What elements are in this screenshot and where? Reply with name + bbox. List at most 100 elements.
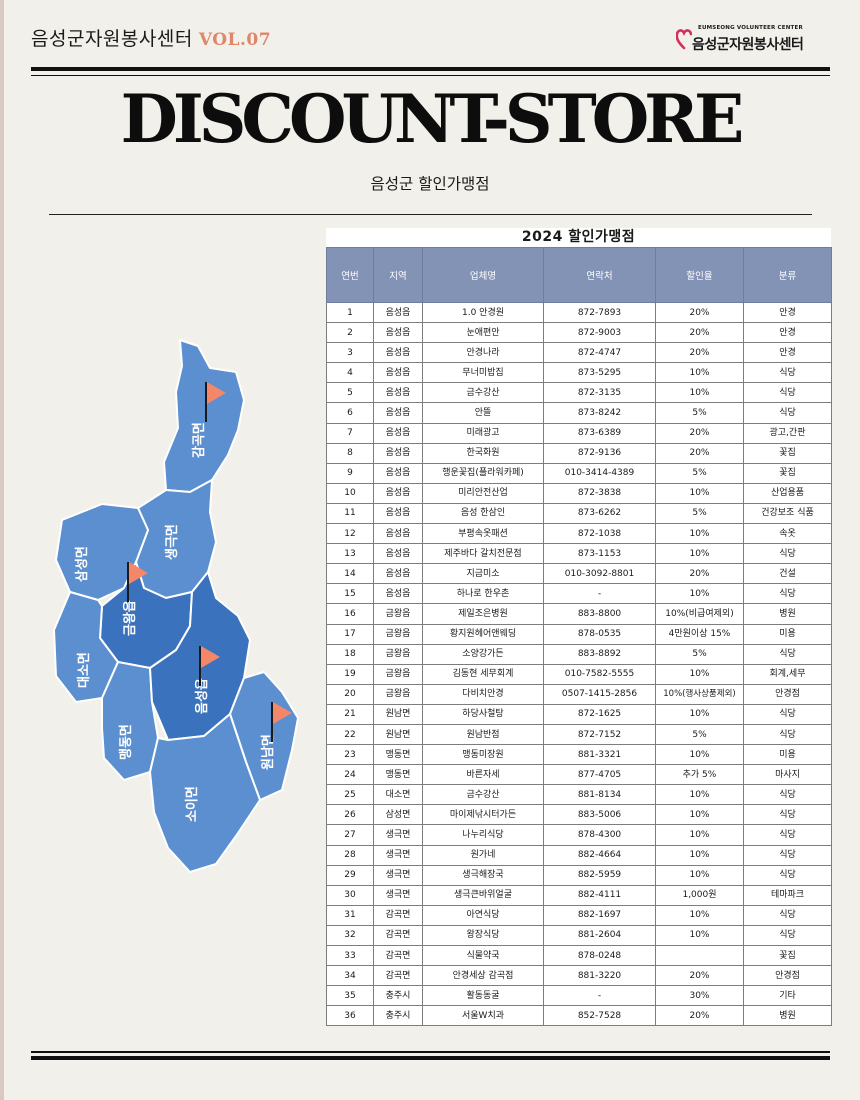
cell-contact: 881-8134 xyxy=(543,784,656,806)
cell-category: 안경점 xyxy=(743,683,832,705)
cell-region: 음성읍 xyxy=(373,362,423,384)
cell-region: 금왕읍 xyxy=(373,643,423,665)
table-row: 11 음성읍 음성 한삼인 873-6262 5% 건강보조 식품 xyxy=(326,502,832,525)
cell-category: 식당 xyxy=(743,824,832,846)
cell-region: 음성읍 xyxy=(373,502,423,525)
table-row: 30 생극면 생극큰바위얼굴 882-4111 1,000원 테마파크 xyxy=(326,884,832,906)
cell-no: 33 xyxy=(326,944,374,967)
cell-no: 34 xyxy=(326,965,374,987)
cell-contact: 873-5295 xyxy=(543,362,656,384)
cell-store: 금수강산 xyxy=(422,382,544,404)
cell-discount: 10% xyxy=(655,703,744,725)
cell-discount: 10% xyxy=(655,804,744,826)
table-row: 18 금왕읍 소양강가든 883-8892 5% 식당 xyxy=(326,643,832,665)
cell-no: 4 xyxy=(326,362,374,384)
page-title: DISCOUNT-STORE xyxy=(120,80,745,158)
cell-no: 21 xyxy=(326,703,374,725)
cell-category: 식당 xyxy=(743,723,832,746)
cell-contact: 010-3092-8801 xyxy=(543,563,656,585)
cell-discount: 10% xyxy=(655,924,744,947)
cell-store: 황지원헤어앤웨딩 xyxy=(422,623,544,645)
table-row: 19 금왕읍 김동현 세무회계 010-7582-5555 10% 회계,세무 xyxy=(326,663,832,685)
cell-contact: 878-0535 xyxy=(543,623,656,645)
cell-region: 삼성면 xyxy=(373,804,423,826)
cell-region: 음성읍 xyxy=(373,462,423,484)
cell-category: 광고,간판 xyxy=(743,422,832,444)
cell-region: 음성읍 xyxy=(373,543,423,565)
table-row: 10 음성읍 미리안전산업 872-3838 10% 산업용품 xyxy=(326,482,832,504)
table-row: 7 음성읍 미래광고 873-6389 20% 광고,간판 xyxy=(326,422,832,444)
cell-discount: 10% xyxy=(655,663,744,685)
cell-contact: 872-3838 xyxy=(543,482,656,504)
map-flag-icon xyxy=(205,382,226,422)
cell-category: 안경점 xyxy=(743,965,832,987)
cell-no: 7 xyxy=(326,422,374,444)
cell-store: 미리안전산업 xyxy=(422,482,544,504)
table-row: 17 금왕읍 황지원헤어앤웨딩 878-0535 4만원이상 15% 미용 xyxy=(326,623,832,645)
table-row: 29 생극면 생극해장국 882-5959 10% 식당 xyxy=(326,864,832,886)
cell-store: 원가네 xyxy=(422,844,544,866)
cell-no: 12 xyxy=(326,523,374,545)
cell-discount: 5% xyxy=(655,402,744,424)
cell-category: 미용 xyxy=(743,744,832,766)
cell-no: 28 xyxy=(326,844,374,866)
table-title: 2024 할인가맹점 xyxy=(326,228,831,247)
cell-category: 꽃집 xyxy=(743,944,832,967)
map-label-wonnam: 소이면 xyxy=(184,786,200,822)
table-row: 4 음성읍 무너미밥집 873-5295 10% 식당 xyxy=(326,362,832,384)
cell-store: 무너미밥집 xyxy=(422,362,544,384)
bottom-rule-thin xyxy=(31,1051,830,1053)
cell-no: 19 xyxy=(326,663,374,685)
cell-category: 건강보조 식품 xyxy=(743,502,832,525)
table-row: 36 충주시 서울W치과 852-7528 20% 병원 xyxy=(326,1005,832,1027)
cell-no: 35 xyxy=(326,985,374,1007)
cell-category: 안경 xyxy=(743,342,832,364)
table-row: 2 음성읍 눈애편안 872-9003 20% 안경 xyxy=(326,322,832,344)
cell-contact: 882-5959 xyxy=(543,864,656,886)
cell-no: 3 xyxy=(326,342,374,364)
cell-discount: 10% xyxy=(655,482,744,504)
map-label-eumseong: 음성읍 xyxy=(194,678,210,714)
table-row: 22 원남면 원남반점 872-7152 5% 식당 xyxy=(326,723,832,746)
cell-contact: 872-3135 xyxy=(543,382,656,404)
cell-store: 미래광고 xyxy=(422,422,544,444)
cell-discount: 10% xyxy=(655,382,744,404)
cell-category: 꽃집 xyxy=(743,442,832,464)
col-header-discount: 할인율 xyxy=(655,247,744,303)
cell-region: 금왕읍 xyxy=(373,683,423,705)
cell-no: 27 xyxy=(326,824,374,846)
cell-discount: 5% xyxy=(655,462,744,484)
cell-contact: 010-3414-4389 xyxy=(543,462,656,484)
cell-region: 생극면 xyxy=(373,824,423,846)
map-label-sowi: 원남면 xyxy=(260,734,276,770)
cell-no: 17 xyxy=(326,623,374,645)
cell-region: 생극면 xyxy=(373,884,423,906)
left-edge-strip xyxy=(0,0,4,1100)
cell-contact: 872-1038 xyxy=(543,523,656,545)
cell-store: 원남반점 xyxy=(422,723,544,746)
table-row: 3 음성읍 안경나라 872-4747 20% 안경 xyxy=(326,342,832,364)
cell-contact: 873-6262 xyxy=(543,502,656,525)
cell-contact: - xyxy=(543,583,656,605)
cell-contact: 872-7893 xyxy=(543,301,656,324)
cell-region: 감곡면 xyxy=(373,944,423,967)
cell-discount: 10% xyxy=(655,523,744,545)
cell-region: 음성읍 xyxy=(373,342,423,364)
volunteer-center-logo: EUMSEONG VOLUNTEER CENTER 음성군자원봉사센터 xyxy=(676,22,828,58)
cell-contact: 873-6389 xyxy=(543,422,656,444)
cell-region: 음성읍 xyxy=(373,382,423,404)
cell-category: 식당 xyxy=(743,784,832,806)
cell-region: 음성읍 xyxy=(373,523,423,545)
cell-no: 24 xyxy=(326,764,374,786)
cell-store: 제일조은병원 xyxy=(422,603,544,625)
cell-discount: 1,000원 xyxy=(655,884,744,906)
table-row: 6 음성읍 안뜰 873-8242 5% 식당 xyxy=(326,402,832,424)
cell-category: 속옷 xyxy=(743,523,832,545)
logo-name: 음성군자원봉사센터 xyxy=(692,37,804,53)
header-title: 음성군자원봉사센터 VOL.07 xyxy=(31,24,271,51)
top-rule-thick xyxy=(31,67,830,71)
cell-store: 금수강산 xyxy=(422,784,544,806)
cell-store: 제주바다 갈치전문점 xyxy=(422,543,544,565)
cell-region: 감곡면 xyxy=(373,965,423,987)
table-row: 32 감곡면 왕장식당 881-2604 10% 식당 xyxy=(326,924,832,947)
